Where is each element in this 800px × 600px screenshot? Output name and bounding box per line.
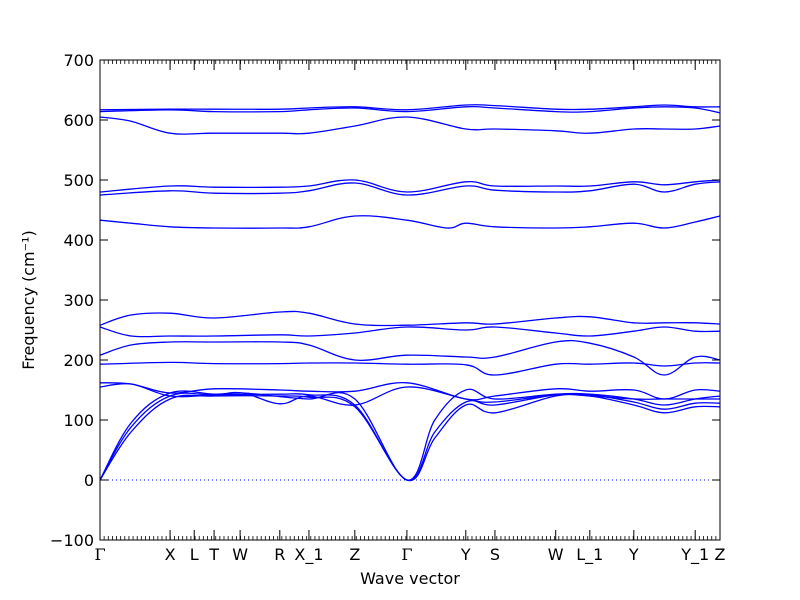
y-axis-ticks: −100 0 100 200 300 400 500 600 700: [50, 51, 720, 550]
y-tick-label: 700: [63, 51, 94, 70]
x-tick-label: L_1: [576, 545, 603, 565]
y-tick-label: 200: [63, 351, 94, 370]
band-line-11: [99, 181, 721, 196]
band-line-8: [99, 326, 721, 338]
y-tick-label: 400: [63, 231, 94, 250]
x-tick-label: W: [548, 545, 564, 564]
y-tick-label: 500: [63, 171, 94, 190]
band-line-10: [99, 215, 721, 229]
y-tick-label: 300: [63, 291, 94, 310]
x-tick-label: Y: [460, 545, 471, 564]
x-tick-label: Γ: [401, 545, 412, 564]
y-tick-label: −100: [50, 531, 94, 550]
band-lines: [99, 104, 721, 482]
y-tick-label: 100: [63, 411, 94, 430]
x-tick-label: Γ: [94, 545, 105, 564]
band-line-4: [99, 382, 720, 406]
x-tick-label: L: [190, 545, 199, 564]
band-line-13: [99, 116, 721, 135]
x-tick-label: W: [232, 545, 248, 564]
y-tick-label: 600: [63, 111, 94, 130]
x-tick-label: S: [490, 545, 500, 564]
x-tick-label: Y_1: [680, 545, 709, 565]
band-line-2: [99, 392, 721, 481]
x-tick-label: Y: [628, 545, 639, 564]
y-axis-label: Frequency (cm⁻¹): [19, 230, 38, 369]
x-axis-label: Wave vector: [360, 569, 460, 588]
band-line-5: [99, 382, 721, 401]
x-axis-ticks: Γ X L T W R X_1 Z Γ Y S W L_1 Y Y_1 Z: [94, 60, 726, 565]
x-tick-label: Z: [715, 545, 726, 564]
x-tick-label: Z: [349, 545, 360, 564]
band-line-7: [99, 339, 721, 376]
x-tick-label: X: [165, 545, 176, 564]
x-tick-label: R: [274, 545, 285, 564]
plot-frame: [99, 59, 721, 541]
y-tick-label: 0: [84, 471, 94, 490]
band-line-15: [99, 104, 721, 111]
band-line-14: [99, 105, 721, 114]
band-line-9: [99, 310, 721, 327]
band-line-6: [99, 361, 721, 376]
band-line-12: [99, 179, 721, 193]
x-tick-label: X_1: [294, 545, 323, 565]
x-tick-label: T: [208, 545, 219, 564]
